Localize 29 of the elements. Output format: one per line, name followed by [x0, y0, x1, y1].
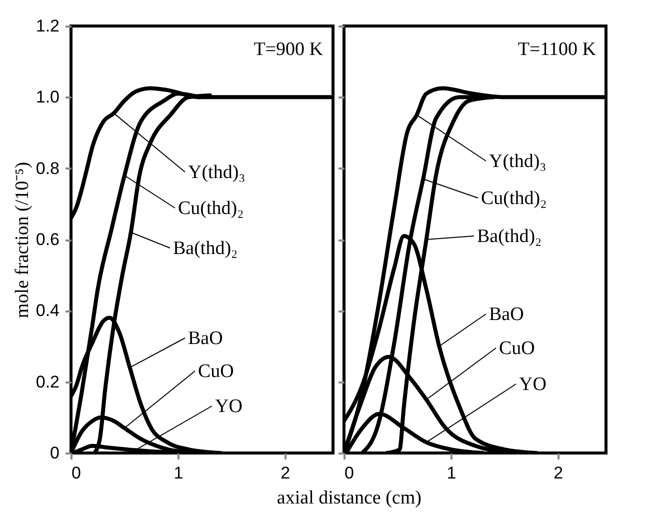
x-tick-label: 1 — [174, 464, 184, 482]
x-tick-label: 0 — [72, 464, 81, 482]
y-tick-label: 0.2 — [36, 372, 60, 392]
annotation: Y(thd)₃ — [188, 162, 246, 183]
x-axis-title: axial distance (cm) — [276, 488, 422, 508]
y-tick-label: 0.8 — [36, 158, 60, 178]
annotation: Cu(thd)₂ — [481, 188, 547, 209]
y-tick-label: 1.2 — [36, 16, 60, 36]
x-tick-label: 0 — [344, 464, 354, 482]
y-tick-label: 0.6 — [36, 230, 60, 249]
annotation: Cu(thd)₂ — [178, 198, 244, 219]
annotation: Ba(thd)₂ — [477, 226, 542, 247]
text: T=900 K — [254, 39, 324, 60]
annotation: CuO — [198, 361, 234, 382]
annotation: BaO — [188, 328, 223, 349]
annotation: YO — [519, 374, 546, 395]
annotation: BaO — [489, 304, 524, 325]
y-tick-label: 1.0 — [36, 88, 60, 107]
y-axis-title: mole fraction (/10⁻⁵) — [12, 162, 33, 318]
y-tick-label: 0.4 — [36, 301, 60, 320]
annotation: Y(thd)₃ — [489, 151, 546, 172]
x-tick-label: 1 — [446, 464, 456, 482]
annotation: YO — [215, 396, 242, 417]
annotation: CuO — [499, 338, 535, 359]
x-tick-label: 2 — [554, 464, 564, 482]
y-tick-label: 0 — [50, 444, 60, 462]
annotation: Ba(thd)₂ — [173, 238, 238, 259]
x-tick-label: 2 — [280, 464, 290, 482]
text: T=1100 K — [518, 39, 596, 60]
